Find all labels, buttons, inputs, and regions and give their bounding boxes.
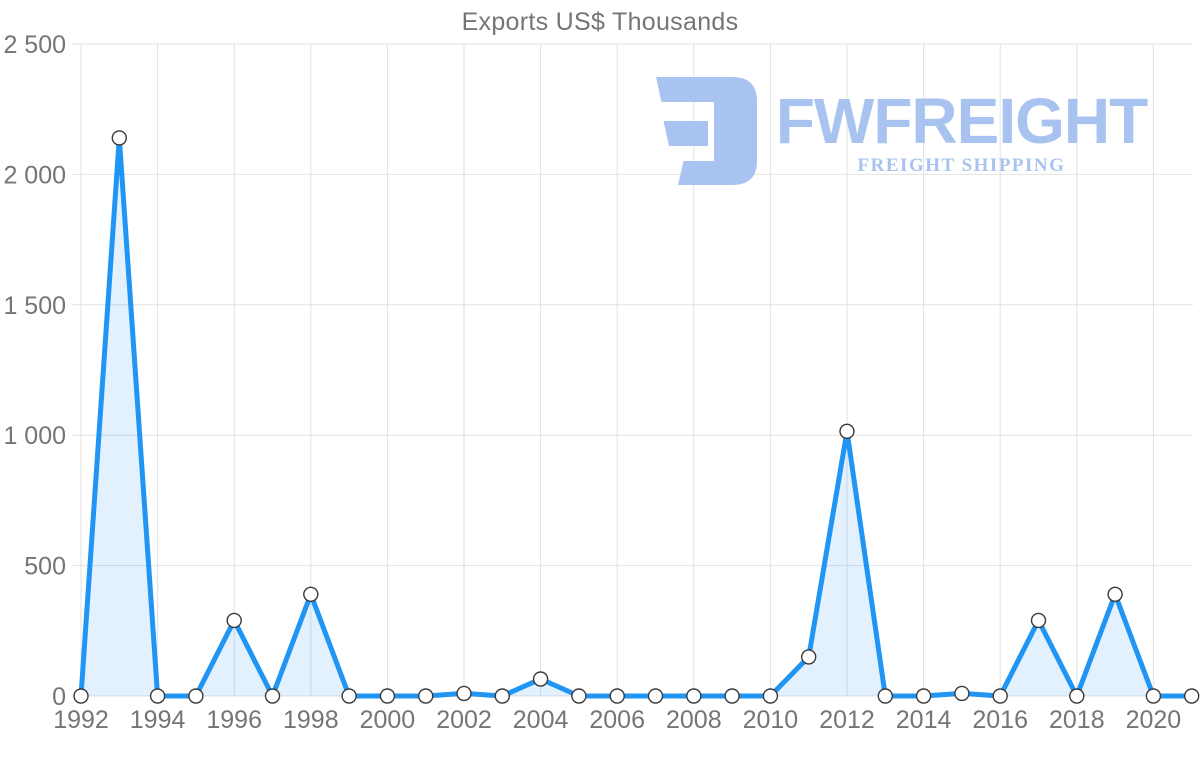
data-point-2001[interactable] [418,688,434,704]
data-point-2012[interactable] [839,423,855,439]
y-axis-tick-label: 2 500 [3,31,66,59]
data-point-2020[interactable] [1145,688,1162,704]
data-point-1993[interactable] [111,130,128,146]
y-axis-tick-label: 0 [52,683,66,711]
x-axis-tick-label: 2016 [972,706,1028,734]
data-point-2015[interactable] [954,685,970,702]
x-axis-tick-label: 2010 [743,706,799,734]
x-axis-tick-label: 2006 [589,706,645,734]
fwfreight-logo-icon [656,77,757,185]
x-axis-tick-label: 2002 [436,706,492,734]
y-axis-tick-label: 1 500 [3,292,66,320]
data-point-2011[interactable] [801,649,817,665]
data-point-2006[interactable] [609,688,625,704]
data-point-2008[interactable] [686,688,702,704]
x-axis-tick-label: 1998 [283,706,339,734]
y-axis-tick-label: 500 [24,553,66,581]
x-axis-tick-label: 1996 [206,706,262,734]
series-area-fill [81,137,1192,696]
data-point-2017[interactable] [1030,612,1047,629]
data-point-1997[interactable] [264,688,281,704]
data-point-2019[interactable] [1107,586,1123,602]
x-axis-tick-label: 2000 [360,706,416,734]
data-point-1996[interactable] [226,612,242,629]
watermark-tagline: FREIGHT SHIPPING [857,155,1066,176]
x-axis-tick-label: 2014 [896,706,952,734]
x-axis-tick-label: 2020 [1126,706,1182,734]
data-point-1999[interactable] [341,688,357,704]
data-point-2021[interactable] [1183,688,1200,704]
data-point-2018[interactable] [1069,688,1085,704]
data-point-1992[interactable] [73,688,89,704]
data-point-2009[interactable] [724,688,740,704]
data-point-2005[interactable] [571,688,587,704]
data-point-2013[interactable] [877,688,893,704]
data-point-2000[interactable] [379,688,396,704]
data-point-1998[interactable] [303,586,319,602]
data-point-1995[interactable] [188,688,204,704]
fwfreight-watermark: FWFREIGHT FREIGHT SHIPPING [650,77,1155,187]
y-axis-tick-label: 2 000 [3,161,66,189]
x-axis-tick-label: 2012 [819,706,875,734]
data-point-2007[interactable] [647,688,664,704]
x-axis-tick-label: 2018 [1049,706,1105,734]
data-point-2004[interactable] [532,671,549,687]
data-point-2002[interactable] [456,685,472,702]
watermark-brand-name: FWFREIGHT [775,85,1148,157]
y-axis-tick-label: 1 000 [3,422,66,450]
x-axis-tick-label: 1994 [130,706,186,734]
data-point-2010[interactable] [762,688,779,704]
data-point-1994[interactable] [149,688,166,704]
x-axis-tick-label: 2008 [666,706,722,734]
series-line [78,135,1195,699]
data-point-2016[interactable] [992,688,1008,704]
x-axis-tick-label: 1992 [53,706,109,734]
data-point-2003[interactable] [494,688,510,704]
x-axis-tick-label: 2004 [513,706,569,734]
chart-title: Exports US$ Thousands [461,8,739,36]
data-point-2014[interactable] [915,688,932,704]
